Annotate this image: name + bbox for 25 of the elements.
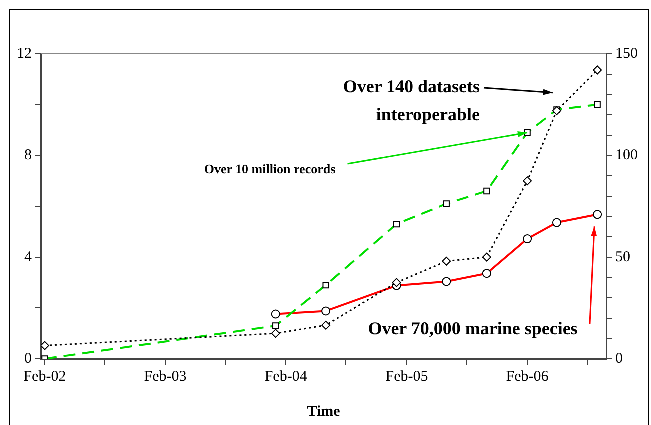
x-tick-label: Feb-06	[506, 368, 550, 385]
x-tick-label: Feb-02	[24, 368, 66, 385]
y2-tick-label: 100	[616, 148, 638, 164]
y2-tick-label: 50	[616, 249, 630, 266]
y-tick-label: 0	[24, 350, 32, 367]
annotation: Over 10 million records	[204, 161, 336, 176]
y-tick-label: 8	[24, 148, 32, 164]
point	[392, 278, 402, 288]
point	[482, 252, 492, 262]
y2-tick-label: 150	[616, 46, 638, 62]
point	[593, 66, 602, 75]
x-axis-title: Time	[307, 404, 341, 420]
annotation: Over 140 datasets interoperable	[343, 76, 480, 125]
point	[41, 341, 50, 350]
point	[523, 176, 532, 186]
point	[271, 329, 280, 338]
x-tick-label: Feb-03	[144, 368, 187, 385]
y-tick-label: 12	[17, 46, 32, 62]
x-tick-label: Feb-04	[264, 368, 308, 385]
x-tick-label: Feb-05	[386, 368, 428, 385]
annotation: Over 70,000 marine species	[368, 318, 578, 339]
point	[442, 256, 452, 266]
point	[322, 320, 331, 330]
y2-tick-label: 0	[616, 350, 623, 367]
y-tick-label: 4	[24, 249, 32, 266]
